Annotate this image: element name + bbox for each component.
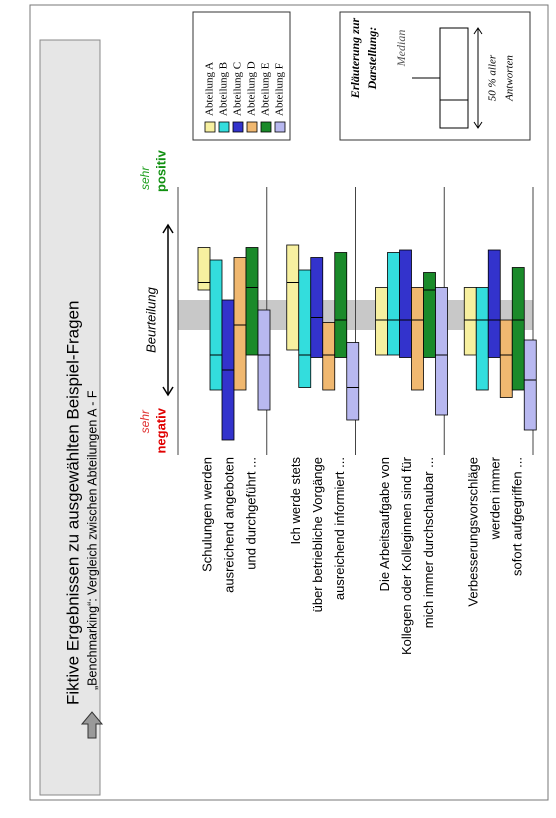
- box: [435, 287, 448, 416]
- legend-label: Abteilung B: [218, 62, 230, 116]
- question-label: sofort aufgegriffen ...: [510, 457, 525, 576]
- question-label: mich immer durchschaubar ...: [421, 457, 436, 628]
- arrow-icon: [80, 711, 104, 739]
- question-label: Kollegen oder Kolleginnen sind für: [399, 456, 414, 655]
- explanation-title: Erläuterung zur: [348, 17, 362, 99]
- legend-swatch: [204, 121, 216, 133]
- legend-box: [192, 11, 291, 141]
- box: [511, 267, 525, 391]
- sample-box: [439, 27, 469, 129]
- axis-arrow-heads: [162, 223, 174, 397]
- frame: [29, 4, 549, 801]
- question-label: ausreichend angeboten: [221, 457, 236, 593]
- positive-label: sehr: [138, 166, 152, 190]
- box: [375, 287, 388, 356]
- box: [411, 287, 424, 391]
- median-note: Median: [394, 30, 408, 68]
- box: [245, 247, 259, 356]
- legend-swatch: [260, 121, 272, 133]
- box: [298, 269, 312, 388]
- question-label: Verbesserungsvorschläge: [466, 457, 481, 607]
- negative-label: sehr: [138, 409, 152, 433]
- title: Fiktive Ergebnissen zu ausgewählten Beis…: [63, 301, 82, 705]
- box: [197, 247, 211, 291]
- box: [322, 322, 336, 391]
- question-label: Schulungen werden: [199, 457, 214, 572]
- rotated-slide: Fiktive Ergebnissen zu ausgewählten Beis…: [29, 4, 549, 801]
- box: [523, 339, 537, 431]
- negative-label: negativ: [153, 407, 168, 453]
- range-note: 50 % aller: [487, 54, 499, 101]
- box: [487, 249, 501, 358]
- legend-label: Abteilung F: [274, 63, 286, 116]
- question-label: ausreichend informiert ...: [332, 457, 347, 600]
- title-box: [39, 39, 101, 796]
- subtitle: „Benchmarking“: Vergleich zwischen Abtei…: [85, 390, 99, 690]
- explanation-box: [339, 11, 531, 141]
- box: [499, 319, 513, 398]
- box: [463, 287, 477, 356]
- question-label: und durchgeführt ...: [243, 457, 258, 570]
- legend-swatch: [232, 121, 244, 133]
- box: [387, 252, 400, 356]
- range-arrow-heads: [473, 27, 483, 129]
- legend-label: Abteilung A: [204, 62, 216, 116]
- box: [423, 272, 436, 358]
- legend-swatch: [218, 121, 230, 133]
- box: [475, 287, 489, 391]
- box: [399, 249, 412, 358]
- question-label: Ich werde stets: [288, 457, 303, 545]
- legend-swatch: [274, 121, 286, 133]
- question-label: über betriebliche Vorgänge: [310, 457, 325, 612]
- legend-swatch: [246, 121, 258, 133]
- legend-label: Abteilung C: [232, 62, 244, 116]
- explanation-title: Darstellung:: [365, 27, 379, 91]
- box: [310, 257, 324, 358]
- question-label: Die Arbeitsaufgabe von: [377, 457, 392, 591]
- range-note: Antworten: [504, 55, 516, 102]
- question-label: werden immer: [488, 456, 503, 540]
- box: [286, 244, 300, 351]
- legend-label: Abteilung D: [246, 61, 258, 116]
- box: [209, 259, 223, 391]
- box: [346, 342, 360, 421]
- box: [257, 309, 271, 411]
- positive-label: positiv: [153, 149, 168, 192]
- box: [334, 252, 348, 358]
- legend-label: Abteilung E: [260, 62, 272, 116]
- axis-label: Beurteilung: [143, 286, 158, 353]
- box: [233, 257, 247, 391]
